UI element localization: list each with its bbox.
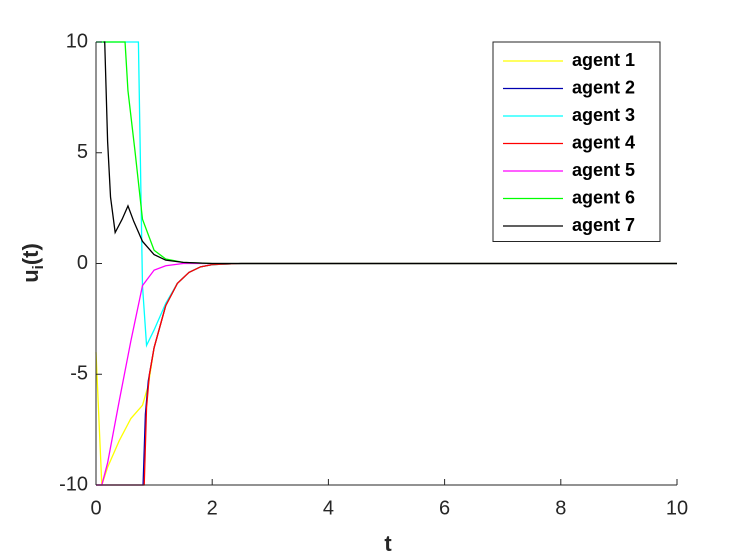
legend-label: agent 7 [572,215,635,235]
series-line [96,262,677,486]
series-line [96,262,677,486]
y-tick-label: 0 [77,252,88,274]
y-axis-label-text: ui(t) [18,243,47,283]
legend-label: agent 5 [572,160,635,180]
x-tick-label: 10 [666,497,688,519]
x-axis-label: t [384,531,392,556]
y-axis-label-part: (t) [18,243,43,265]
y-tick-label: 5 [77,141,88,163]
x-tick-label: 2 [207,497,218,519]
legend-label: agent 2 [572,77,635,97]
y-axis-label-part: i [30,265,47,269]
y-tick-label: 10 [66,30,88,52]
x-tick-label: 4 [323,497,334,519]
legend-label: agent 4 [572,132,635,152]
legend-label: agent 6 [572,187,635,207]
y-axis-label-part: u [18,269,43,282]
series-line [96,262,677,486]
legend-label: agent 1 [572,50,635,70]
legend-box [492,41,661,242]
x-tick-label: 6 [439,497,450,519]
y-axis-label: ui(t) [18,243,47,283]
y-tick-label: -5 [70,363,88,385]
series-line [95,262,677,486]
x-tick-label: 0 [90,497,101,519]
series-line [103,41,677,265]
y-tick-label: -10 [59,473,88,495]
x-tick-label: 8 [555,497,566,519]
legend-label: agent 3 [572,105,635,125]
